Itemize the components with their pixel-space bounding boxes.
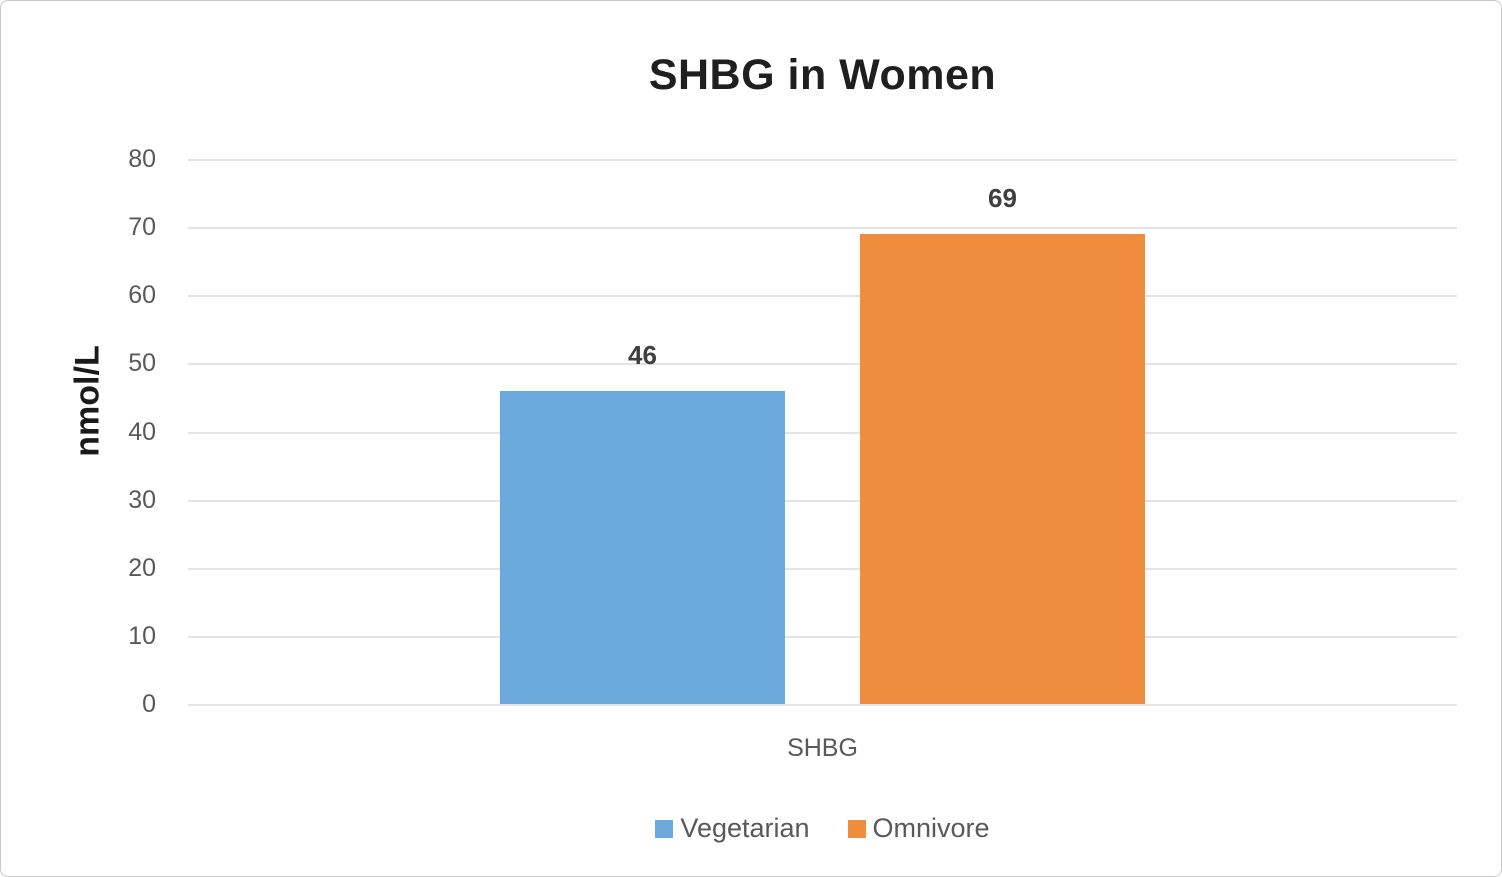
gridline-10 [188,635,1457,638]
y-tick-label-80: 80 [128,145,156,173]
gridline-70 [188,227,1457,230]
gridline-80 [188,159,1457,161]
y-tick-label-0: 0 [142,690,156,718]
y-tick-label-40: 40 [128,417,156,446]
gridline-50 [188,363,1457,366]
gridline-20 [188,567,1457,570]
gridline-60 [188,295,1457,298]
legend-swatch-icon [847,819,866,838]
legend-swatch-icon [655,819,674,838]
plot-area: 46 69 [188,159,1457,706]
legend-item-omnivore: Omnivore [847,813,990,844]
legend: Vegetarian Omnivore [188,813,1457,844]
gridline-40 [188,431,1457,434]
data-label-vegetarian: 46 [628,339,657,370]
bar-omnivore [860,233,1145,704]
legend-item-vegetarian: Vegetarian [655,813,810,844]
gridline-0 [188,704,1457,706]
y-tick-label-50: 50 [128,349,156,378]
y-tick-label-60: 60 [128,281,156,310]
y-tick-label-70: 70 [128,213,156,242]
y-tick-label-10: 10 [128,621,156,650]
gridline-30 [188,499,1457,502]
chart-title: SHBG in Women [648,51,997,99]
legend-label: Vegetarian [680,813,810,843]
legend-label: Omnivore [872,813,990,843]
bar-vegetarian [500,390,785,704]
y-tick-label-20: 20 [128,553,156,582]
y-tick-label-30: 30 [128,485,156,514]
data-label-omnivore: 69 [988,182,1017,213]
x-axis-category-label: SHBG [787,734,858,762]
